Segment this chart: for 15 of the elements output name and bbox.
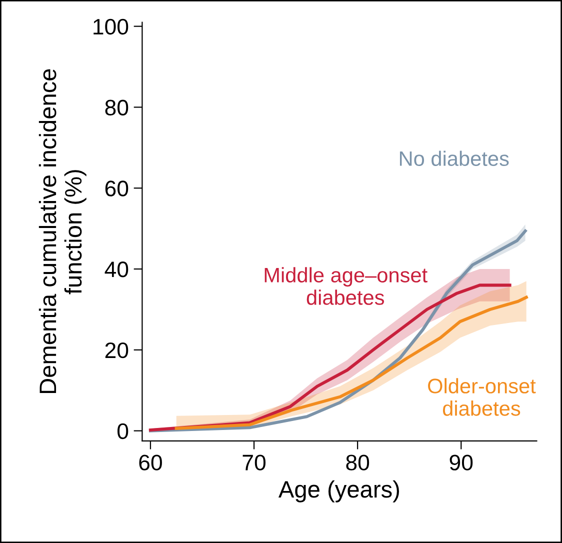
- x-tick-label: 60: [139, 454, 162, 470]
- text: No diabetes: [400, 150, 509, 166]
- series-label: Middle age–onset diabetes: [264, 267, 428, 305]
- y-tick-label: 60: [105, 180, 128, 196]
- x-axis-title: Age (years): [278, 480, 400, 502]
- y-tick-label: 20: [105, 342, 128, 358]
- x-tick-label: 90: [450, 454, 473, 470]
- x-tick-label: 80: [346, 454, 370, 470]
- y-tick-label: 100: [94, 18, 128, 35]
- series-label: Older-onset diabetes: [428, 378, 536, 416]
- x-tick-label: 70: [242, 454, 266, 470]
- y-tick-label: 0: [118, 423, 128, 440]
- y-axis-title: Dementia cumulative incidence function (%): [38, 69, 86, 394]
- y-tick-label: 80: [105, 100, 128, 116]
- y-tick-label: 40: [104, 262, 128, 278]
